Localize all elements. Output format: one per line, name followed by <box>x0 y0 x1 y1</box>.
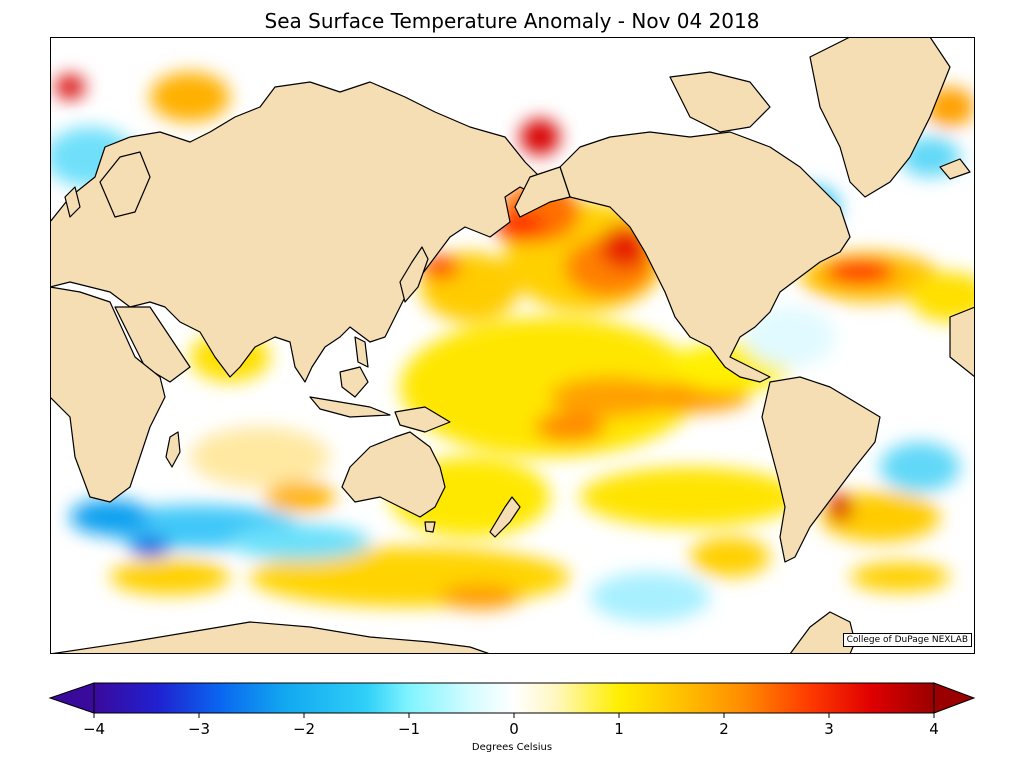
colorbar-tick-label: 4 <box>929 720 939 738</box>
anomaly-patch <box>745 307 835 367</box>
anomaly-patch <box>440 585 520 609</box>
land-uk <box>64 186 81 218</box>
anomaly-patch <box>535 412 605 442</box>
colorbar-tick-label: −2 <box>293 720 315 738</box>
land-west-africa <box>949 306 975 378</box>
anomaly-patch <box>520 119 560 155</box>
anomaly-patch <box>825 260 895 284</box>
sst-anomaly-map <box>50 37 975 654</box>
anomaly-patch <box>590 572 710 622</box>
anomaly-patch <box>150 72 230 122</box>
land-australia <box>341 431 446 518</box>
land-scandinavia <box>99 151 151 218</box>
land-antarctica <box>50 621 491 654</box>
anomaly-patch <box>230 524 370 560</box>
anomaly-patch <box>110 559 230 595</box>
land-greenland <box>809 37 951 198</box>
map-title: Sea Surface Temperature Anomaly - Nov 04… <box>264 9 760 33</box>
land-iceland <box>939 158 971 180</box>
anomaly-patch <box>910 272 975 322</box>
land-eurasia <box>50 81 551 383</box>
colorbar-tick-label: −3 <box>188 720 210 738</box>
land-africa <box>50 286 166 503</box>
colorbar-tick-label: 0 <box>509 720 519 738</box>
colorbar-tick-label: 2 <box>719 720 729 738</box>
land-indonesia <box>309 396 391 418</box>
colorbar-tick-label: −1 <box>398 720 420 738</box>
land-philippines <box>354 336 369 368</box>
map-frame <box>50 37 975 654</box>
land-new-guinea <box>394 406 451 433</box>
anomaly-patch <box>550 377 670 417</box>
anomaly-patch <box>580 467 800 527</box>
land-alaska <box>514 166 571 218</box>
colorbar-label: Degrees Celsius <box>471 742 553 753</box>
anomaly-patch <box>880 442 960 492</box>
anomaly-patch <box>55 75 85 99</box>
anomaly-patch <box>265 482 335 512</box>
colorbar-max-extension <box>933 682 976 714</box>
land-new-zealand <box>489 496 521 538</box>
land-madagascar <box>165 431 181 468</box>
anomaly-patch <box>190 427 330 487</box>
colorbar-tick-label: −4 <box>83 720 105 738</box>
colorbar-tick-label: 1 <box>614 720 624 738</box>
land-south-america <box>761 376 881 563</box>
colorbar-min-extension <box>48 682 95 714</box>
anomaly-patch <box>400 317 700 457</box>
land-tasmania <box>424 521 436 533</box>
colorbar-gradient <box>93 682 935 714</box>
land-borneo <box>339 366 369 398</box>
land-arabia <box>114 306 191 383</box>
land-antarctica-east <box>789 611 856 654</box>
land-japan <box>399 246 429 303</box>
credit-label: College of DuPage NEXLAB <box>842 633 972 647</box>
land-masses <box>50 37 975 654</box>
anomaly-patch <box>70 499 150 535</box>
land-north-america <box>559 131 851 383</box>
colorbar: −4 −3 −2 −1 0 1 2 3 4 <box>48 682 976 738</box>
anomaly-patch <box>130 537 170 557</box>
colorbar-tick-label: 3 <box>824 720 834 738</box>
anomaly-patch <box>828 492 852 522</box>
anomaly-patch <box>690 537 770 577</box>
land-arctic-islands <box>669 71 771 133</box>
anomaly-patch <box>850 562 950 592</box>
